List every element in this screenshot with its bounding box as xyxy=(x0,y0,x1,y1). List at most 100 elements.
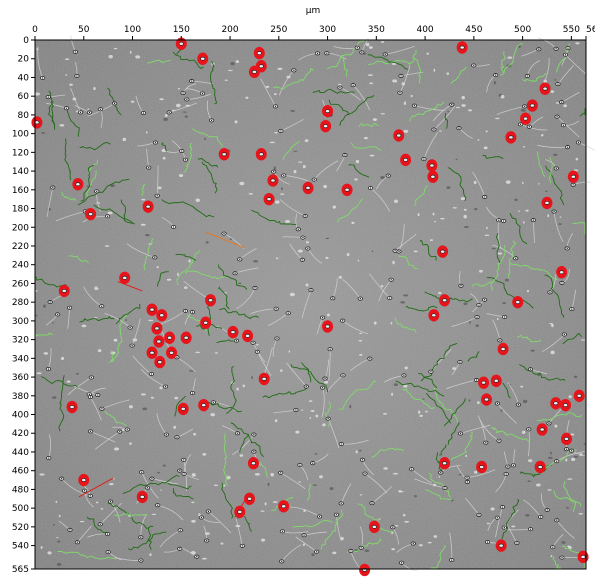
head-centroid xyxy=(276,337,278,340)
debris-speck xyxy=(403,384,408,388)
head-centroid xyxy=(96,190,98,192)
head-centroid xyxy=(496,517,498,519)
sperm-tail xyxy=(423,132,438,160)
x-tick-label: 500 xyxy=(514,25,531,35)
y-tick-label: 240 xyxy=(12,261,29,271)
sperm-tail xyxy=(477,415,487,443)
motility-track xyxy=(147,59,171,65)
debris-speck xyxy=(302,543,306,547)
head-centroid xyxy=(280,472,282,474)
motility-track xyxy=(35,276,67,288)
immotile-cell-head xyxy=(459,45,465,50)
head-centroid xyxy=(499,339,501,342)
motility-track xyxy=(147,527,152,550)
debris-speck xyxy=(452,367,457,370)
head-centroid xyxy=(200,516,202,519)
head-centroid xyxy=(515,257,517,259)
motility-track xyxy=(414,184,428,207)
debris-speck xyxy=(392,79,398,83)
debris-speck xyxy=(305,241,309,244)
debris-speck xyxy=(113,338,118,342)
debris-speck xyxy=(518,45,521,48)
immotile-cell-head xyxy=(154,326,160,331)
debris-speck xyxy=(163,117,168,121)
x-tick-label: 400 xyxy=(416,25,433,35)
immotile-cell-head xyxy=(559,270,565,275)
immotile-cell-head xyxy=(537,464,543,469)
debris-speck xyxy=(463,214,467,219)
head-centroid xyxy=(303,534,305,536)
debris-speck xyxy=(358,340,363,342)
head-centroid xyxy=(387,175,389,177)
y-tick-label: 400 xyxy=(12,411,29,421)
motility-track xyxy=(48,90,56,125)
motility-track xyxy=(221,482,234,519)
sperm-tail xyxy=(140,514,147,538)
head-centroid xyxy=(176,436,178,438)
motility-track xyxy=(35,332,54,338)
immotile-cell-head xyxy=(266,197,272,202)
debris-speck xyxy=(323,184,327,189)
debris-speck xyxy=(35,314,38,317)
head-centroid xyxy=(505,473,507,475)
immotile-cell-head xyxy=(371,524,377,529)
head-centroid xyxy=(516,542,518,544)
debris-speck xyxy=(549,451,552,455)
debris-speck xyxy=(290,110,296,112)
motility-track xyxy=(552,556,562,569)
sperm-tail xyxy=(126,243,155,258)
debris-speck xyxy=(392,260,395,265)
debris-speck xyxy=(426,52,429,55)
debris-speck xyxy=(555,102,560,104)
immotile-cell-head xyxy=(539,427,545,432)
head-centroid xyxy=(142,112,145,114)
debris-speck xyxy=(315,414,319,418)
immotile-cell-head xyxy=(230,330,236,335)
debris-speck xyxy=(502,302,507,304)
sperm-tail xyxy=(460,424,491,434)
motility-track xyxy=(115,303,141,325)
head-centroid xyxy=(212,401,214,403)
motility-track xyxy=(173,488,194,500)
debris-speck xyxy=(478,269,483,273)
debris-speck xyxy=(94,287,99,290)
motility-track xyxy=(107,502,154,529)
sperm-tail xyxy=(290,506,320,517)
head-centroid xyxy=(360,547,362,549)
debris-speck xyxy=(145,233,150,237)
immotile-cell-head xyxy=(156,339,162,344)
sperm-tail xyxy=(495,506,503,538)
motility-track xyxy=(141,183,146,196)
debris-speck xyxy=(157,471,161,474)
motility-track xyxy=(501,499,520,540)
debris-speck xyxy=(403,101,407,105)
motility-track xyxy=(223,433,228,487)
debris-speck xyxy=(184,286,188,289)
debris-speck xyxy=(446,72,450,75)
sperm-tail xyxy=(140,368,166,387)
debris-speck xyxy=(311,553,315,557)
motility-track xyxy=(301,362,312,383)
head-centroid xyxy=(181,150,183,152)
x-tick-label: 100 xyxy=(124,25,141,35)
debris-speck xyxy=(173,425,177,429)
motility-track xyxy=(405,305,438,312)
motility-track xyxy=(397,255,419,270)
debris-speck xyxy=(39,473,45,476)
head-centroid xyxy=(529,368,532,370)
motility-track xyxy=(167,482,192,490)
head-centroid xyxy=(503,526,505,529)
debris-speck xyxy=(55,500,58,504)
motility-track xyxy=(326,40,365,70)
debris-speck xyxy=(160,489,162,491)
debris-speck xyxy=(184,115,188,118)
head-centroid xyxy=(183,473,185,475)
head-centroid xyxy=(74,51,76,53)
debris-speck xyxy=(461,104,466,107)
debris-speck xyxy=(458,474,462,476)
motility-track xyxy=(443,398,466,427)
motility-track xyxy=(183,142,193,174)
debris-speck xyxy=(527,459,533,463)
head-centroid xyxy=(57,313,59,316)
immotile-cell-head xyxy=(75,182,81,187)
